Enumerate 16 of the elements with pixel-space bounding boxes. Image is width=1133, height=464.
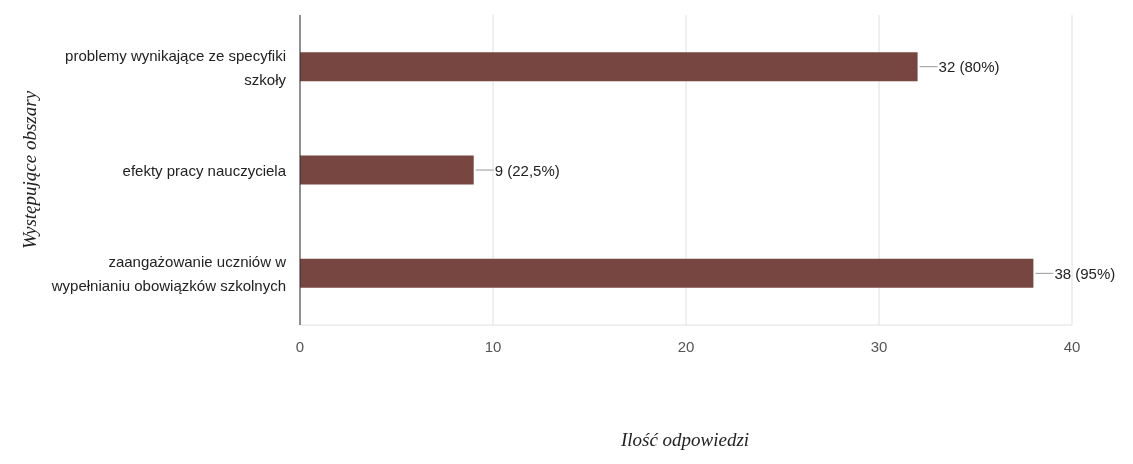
x-tick-label: 10 [484, 337, 502, 355]
data-label: 38 (95%) [1054, 264, 1116, 282]
x-tick-label: 30 [870, 337, 888, 355]
x-tick-label: 0 [295, 337, 305, 355]
data-label: 9 (22,5%) [494, 161, 560, 179]
bar [300, 52, 918, 82]
y-tick-label: zaangażowanie uczniów w wypełnianiu obowiązków szkolnych [50, 252, 287, 294]
y-axis-title: Występujące obszary [19, 90, 41, 250]
x-tick-label: 20 [677, 337, 695, 355]
y-tick-label: problemy wynikające ze specyfiki szkoły [65, 46, 287, 88]
bar [300, 258, 1034, 288]
bar [300, 155, 474, 185]
x-tick-label: 40 [1063, 337, 1081, 355]
y-tick-label: efekty pracy nauczyciela [122, 161, 287, 179]
x-axis-title: Ilość odpowiedzi [620, 429, 750, 451]
data-label: 32 (80%) [938, 58, 1000, 76]
